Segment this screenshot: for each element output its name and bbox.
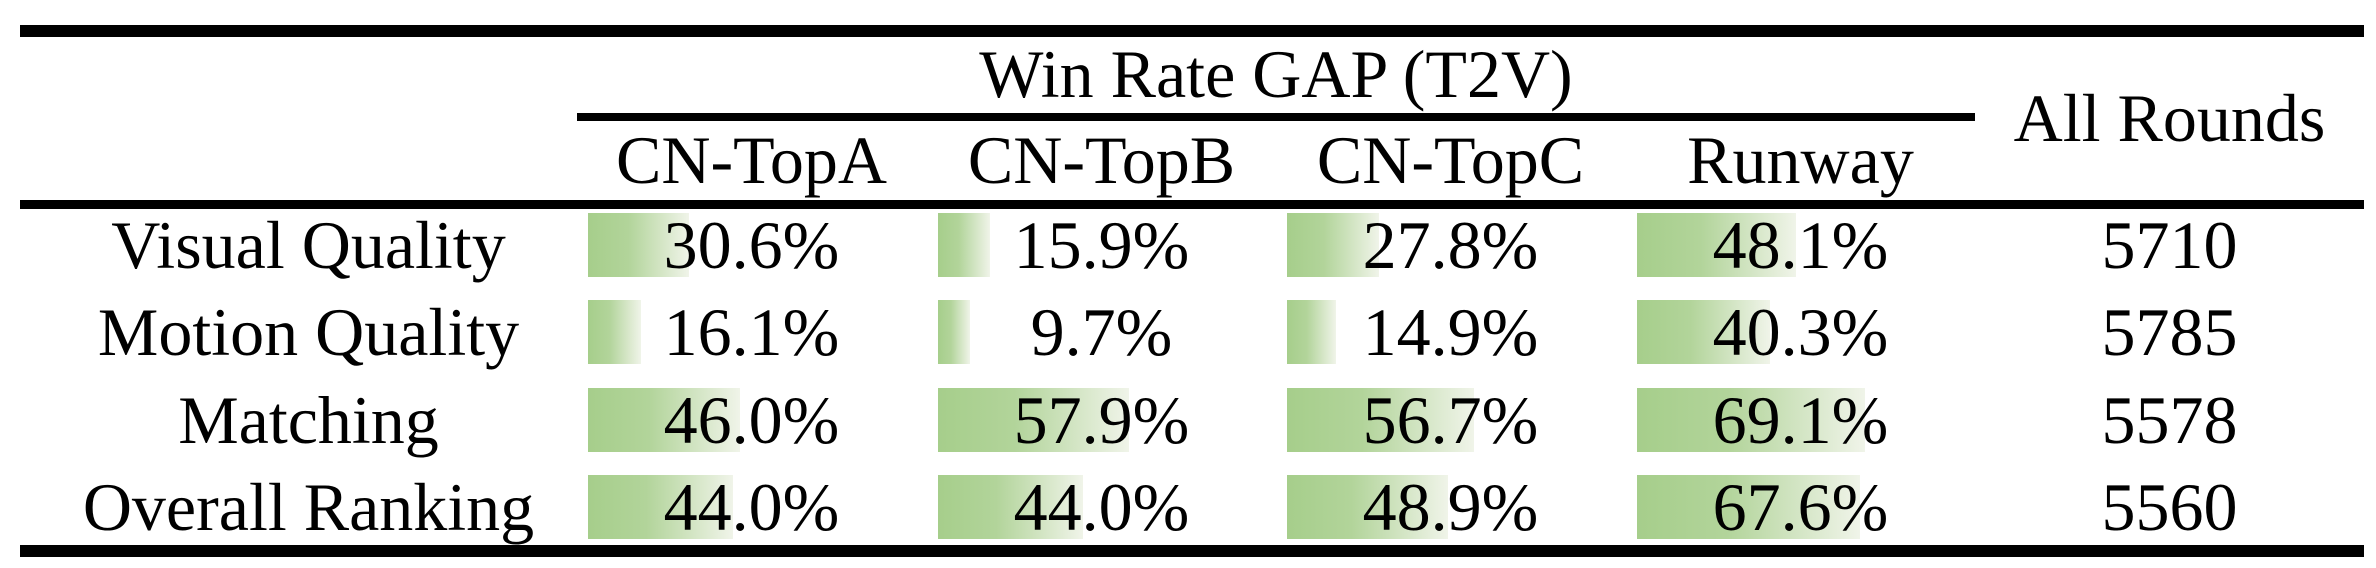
win-rate-value: 46.0% xyxy=(663,382,840,458)
win-rate-cell: 16.1% xyxy=(577,292,926,372)
table-bottom-rule xyxy=(20,545,2364,557)
row-label: Visual Quality xyxy=(111,207,506,283)
win-rate-value: 44.0% xyxy=(1013,469,1190,545)
win-rate-cell: 44.0% xyxy=(927,467,1276,547)
win-rate-bar xyxy=(588,213,689,277)
all-rounds-value: 5710 xyxy=(2101,207,2238,283)
win-rate-bar xyxy=(1287,300,1337,364)
win-rate-value: 9.7% xyxy=(1030,294,1173,370)
table-row: Overall Ranking 44.0% 44.0% 48.9% 67.6% … xyxy=(0,467,2376,554)
win-rate-cell: 30.6% xyxy=(577,205,926,285)
win-rate-value: 57.9% xyxy=(1013,382,1190,458)
win-rate-bar xyxy=(938,213,991,277)
win-rate-cell: 14.9% xyxy=(1276,292,1625,372)
win-rate-cell: 27.8% xyxy=(1276,205,1625,285)
win-rate-cell: 57.9% xyxy=(927,380,1276,460)
win-rate-bar xyxy=(588,388,740,452)
win-rate-value: 30.6% xyxy=(663,207,840,283)
win-rate-value: 16.1% xyxy=(663,294,840,370)
win-rate-cell: 40.3% xyxy=(1626,292,1975,372)
column-header-cn-topc: CN-TopC xyxy=(1316,122,1585,198)
row-label: Matching xyxy=(178,382,439,458)
win-rate-value: 56.7% xyxy=(1362,382,1539,458)
all-rounds-value: 5578 xyxy=(2101,382,2238,458)
win-rate-value: 40.3% xyxy=(1712,294,1889,370)
column-header-all-rounds: All Rounds xyxy=(2013,79,2326,156)
win-rate-cell: 15.9% xyxy=(927,205,1276,285)
win-rate-cell: 48.9% xyxy=(1276,467,1625,547)
table-row: Matching 46.0% 57.9% 56.7% 69.1% 5578 xyxy=(0,380,2376,467)
win-rate-cell: 48.1% xyxy=(1626,205,1975,285)
win-rate-bar xyxy=(1637,475,1861,539)
win-rate-bar xyxy=(1637,300,1770,364)
win-rate-value: 67.6% xyxy=(1712,469,1889,545)
table-top-rule xyxy=(20,25,2364,37)
column-header-cn-topa: CN-TopA xyxy=(615,122,887,198)
row-label: Overall Ranking xyxy=(82,469,535,545)
group-header-title: Win Rate GAP (T2V) xyxy=(979,36,1573,112)
win-rate-value: 48.1% xyxy=(1712,207,1889,283)
win-rate-cell: 56.7% xyxy=(1276,380,1625,460)
win-rate-bar xyxy=(1637,388,1866,452)
win-rate-value: 14.9% xyxy=(1362,294,1539,370)
header-separator-rule xyxy=(20,200,2364,209)
win-rate-bar xyxy=(938,300,970,364)
group-header-underline xyxy=(577,113,1975,121)
table-row: Motion Quality 16.1% 9.7% 14.9% 40.3% 57… xyxy=(0,292,2376,379)
table-row: Visual Quality 30.6% 15.9% 27.8% 48.1% 5… xyxy=(0,205,2376,292)
win-rate-cell: 46.0% xyxy=(577,380,926,460)
win-rate-value: 15.9% xyxy=(1013,207,1190,283)
win-rate-bar xyxy=(1287,388,1475,452)
win-rate-value: 44.0% xyxy=(663,469,840,545)
column-header-cn-topb: CN-TopB xyxy=(967,122,1236,198)
all-rounds-value: 5560 xyxy=(2101,469,2238,545)
win-rate-bar xyxy=(1287,213,1379,277)
win-rate-cell: 67.6% xyxy=(1626,467,1975,547)
win-rate-bar xyxy=(938,388,1130,452)
win-rate-bar xyxy=(1637,213,1796,277)
win-rate-cell: 9.7% xyxy=(927,292,1276,372)
column-header-runway: Runway xyxy=(1687,122,1914,198)
win-rate-value: 27.8% xyxy=(1362,207,1539,283)
win-rate-bar xyxy=(588,475,734,539)
all-rounds-value: 5785 xyxy=(2101,294,2238,370)
win-rate-bar xyxy=(588,300,642,364)
win-rate-bar xyxy=(1287,475,1449,539)
win-rate-cell: 44.0% xyxy=(577,467,926,547)
row-label: Motion Quality xyxy=(97,294,520,370)
win-rate-cell: 69.1% xyxy=(1626,380,1975,460)
win-rate-value: 48.9% xyxy=(1362,469,1539,545)
win-rate-value: 69.1% xyxy=(1712,382,1889,458)
win-rate-bar xyxy=(938,475,1084,539)
